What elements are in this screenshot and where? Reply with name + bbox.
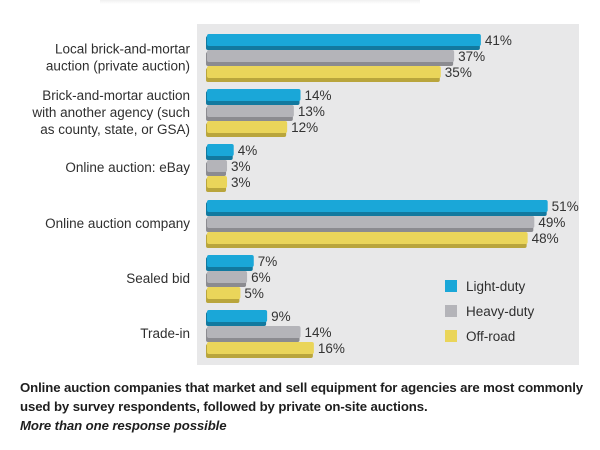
bar-face — [207, 200, 548, 212]
legend-label: Off-road — [466, 329, 515, 344]
category-label-line: as county, state, or GSA) — [40, 122, 190, 137]
bar-face — [207, 310, 268, 322]
legend-label: Light-duty — [466, 279, 526, 294]
bar-off-road — [206, 232, 528, 248]
bars — [206, 34, 548, 358]
category-label: Online auction company — [45, 216, 190, 231]
bar-face — [207, 66, 441, 78]
legend-label: Heavy-duty — [466, 304, 535, 319]
value-label: 9% — [271, 309, 291, 324]
value-label: 48% — [532, 231, 559, 246]
caption-text: Online auction companies that market and… — [20, 380, 584, 414]
value-label: 49% — [538, 215, 565, 230]
legend-swatch — [445, 305, 457, 317]
category-label: Trade-in — [140, 326, 190, 341]
value-label: 3% — [231, 159, 251, 174]
category-labels: Local brick-and-mortar auction (private a… — [31, 42, 190, 342]
bar-light-duty — [206, 200, 548, 216]
bar-face — [207, 176, 228, 188]
bar-off-road — [206, 342, 314, 358]
value-label: 37% — [458, 49, 485, 64]
value-label: 16% — [318, 341, 345, 356]
bar-face — [207, 34, 481, 46]
value-label: 3% — [231, 175, 251, 190]
bar-chart: Local brick-and-mortar auction (private a… — [31, 24, 579, 365]
value-label: 41% — [485, 33, 512, 48]
value-label: 6% — [251, 270, 271, 285]
category-label-line: with another agency (such — [31, 105, 190, 120]
value-label: 14% — [305, 88, 332, 103]
bar-off-road — [206, 287, 241, 303]
bar-light-duty — [206, 310, 268, 326]
value-labels: 41%37%35%14%13%12%4%3%3%51%49%48%7%6%5%9… — [231, 33, 579, 356]
category-label-line: Trade-in — [140, 326, 190, 341]
value-label: 13% — [298, 104, 325, 119]
bar-off-road — [206, 176, 228, 192]
category-label-line: Brick-and-mortar auction — [42, 88, 190, 103]
bar-face — [207, 121, 288, 133]
value-label: 5% — [244, 286, 264, 301]
value-label: 51% — [552, 199, 579, 214]
category-label: Brick-and-mortar auction with another age… — [31, 88, 190, 137]
bar-face — [207, 287, 241, 299]
bar-off-road — [206, 121, 288, 137]
bar-face — [207, 271, 248, 283]
bar-face — [207, 255, 254, 267]
bar-light-duty — [206, 34, 481, 50]
bar-face — [207, 144, 234, 156]
bar-face — [207, 105, 294, 117]
bar-face — [207, 216, 535, 228]
bar-heavy-duty — [206, 105, 294, 121]
legend-swatch — [445, 280, 457, 292]
chart-caption: Online auction companies that market and… — [20, 378, 590, 435]
category-label: Online auction: eBay — [65, 160, 190, 175]
bar-light-duty — [206, 89, 301, 105]
bar-heavy-duty — [206, 271, 248, 287]
category-label-line: Online auction: eBay — [65, 160, 190, 175]
value-label: 12% — [291, 120, 318, 135]
bar-heavy-duty — [206, 216, 535, 232]
category-label-line: Local brick-and-mortar — [55, 42, 191, 57]
caption-note: More than one response possible — [20, 418, 227, 433]
bar-face — [207, 232, 528, 244]
bar-heavy-duty — [206, 160, 228, 176]
bar-face — [207, 89, 301, 101]
value-label: 14% — [305, 325, 332, 340]
category-label: Sealed bid — [126, 271, 190, 286]
value-label: 4% — [238, 143, 258, 158]
bar-light-duty — [206, 255, 254, 271]
bar-light-duty — [206, 144, 234, 160]
bar-heavy-duty — [206, 50, 455, 66]
bar-heavy-duty — [206, 326, 301, 342]
bar-face — [207, 50, 455, 62]
category-label-line: auction (private auction) — [46, 59, 190, 74]
bar-face — [207, 326, 301, 338]
value-label: 35% — [445, 65, 472, 80]
bar-off-road — [206, 66, 441, 82]
value-label: 7% — [258, 254, 278, 269]
category-label-line: Online auction company — [45, 216, 190, 231]
cropped-title-remnant — [100, 0, 420, 4]
bar-face — [207, 342, 314, 354]
legend: Light-duty Heavy-duty Off-road — [445, 279, 535, 344]
category-label-line: Sealed bid — [126, 271, 190, 286]
legend-swatch — [445, 330, 457, 342]
category-label: Local brick-and-mortar auction (private a… — [46, 42, 191, 74]
bar-face — [207, 160, 228, 172]
